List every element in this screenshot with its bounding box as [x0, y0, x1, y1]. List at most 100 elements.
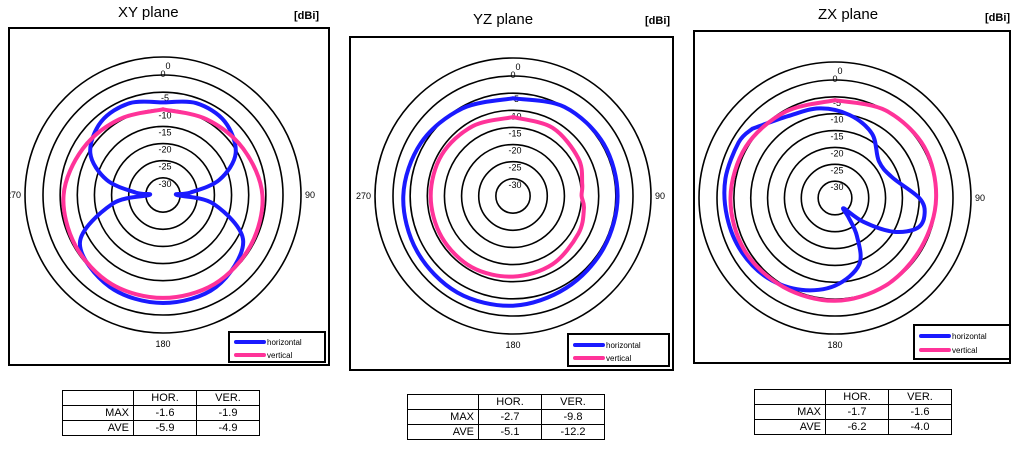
angle-label-0: 0	[165, 61, 170, 71]
radial-tick-label: -25	[158, 162, 171, 172]
angle-label-90: 90	[655, 191, 665, 201]
table-row-label-ave: AVE	[754, 419, 826, 435]
legend-label-horizontal: horizontal	[952, 331, 987, 341]
radial-tick-label: -5	[833, 98, 841, 108]
radial-tick-label: -25	[508, 163, 521, 173]
table-cell-hor-ave: -6.2	[825, 419, 889, 435]
radial-tick-label: -20	[158, 145, 171, 155]
polar-grid-ring	[392, 75, 634, 317]
angle-label-270: 270	[356, 191, 371, 201]
series-vertical	[428, 115, 586, 279]
stats-table-zx: HOR. VER. MAX -1.7 -1.6 AVE -6.2 -4.0	[754, 389, 952, 435]
table-row-label-max: MAX	[754, 404, 826, 420]
polar-outer-ring	[24, 56, 302, 334]
legend-swatch-vertical	[234, 353, 266, 357]
stats-table-yz: HOR. VER. MAX -2.7 -9.8 AVE -5.1 -12.2	[407, 394, 605, 440]
polar-outer-ring	[698, 61, 972, 335]
radial-tick-label: -20	[508, 146, 521, 156]
legend-yz: horizontal vertical	[567, 333, 670, 367]
polar-grid-ring	[817, 180, 853, 216]
radial-tick-label: -30	[830, 182, 843, 192]
polar-grid-ring	[477, 160, 549, 232]
table-cell-hor-max: -2.7	[478, 409, 542, 425]
polar-outer-ring	[374, 57, 652, 335]
table-header-hor: HOR.	[478, 394, 542, 410]
radial-tick-label: -15	[508, 128, 521, 138]
table-cell-hor-ave: -5.1	[478, 424, 542, 440]
polar-grid-ring	[495, 178, 531, 214]
polar-grid-ring	[93, 125, 233, 265]
radial-tick-label: -5	[161, 93, 169, 103]
angle-label-270: 270	[10, 190, 21, 200]
series-horizontal	[722, 106, 927, 293]
unit-label-zx: [dBi]	[985, 12, 1011, 24]
series-horizontal	[401, 96, 620, 308]
angle-label-90: 90	[975, 193, 985, 203]
radial-tick-label: -30	[158, 179, 171, 189]
radial-tick-label: -20	[830, 148, 843, 158]
radial-tick-label: -15	[158, 127, 171, 137]
angle-label-0: 0	[515, 62, 520, 72]
legend-label-horizontal: horizontal	[606, 340, 641, 350]
table-cell-ver-ave: -12.2	[541, 424, 605, 440]
legend-swatch-horizontal	[573, 343, 605, 347]
polar-grid-ring	[127, 159, 199, 231]
table-cell-ver-max: -9.8	[541, 409, 605, 425]
legend-swatch-vertical	[919, 348, 951, 352]
polar-grid-ring	[426, 109, 600, 283]
polar-grid-ring	[766, 129, 904, 267]
table-cell-ver-max: -1.9	[196, 405, 260, 421]
polar-grid-ring	[783, 146, 887, 250]
stats-table-xy: HOR. VER. MAX -1.6 -1.9 AVE -5.9 -4.9	[62, 390, 260, 436]
polar-grid-ring	[800, 163, 870, 233]
radial-tick-label: 0	[160, 69, 165, 79]
table-header-hor: HOR.	[825, 389, 889, 405]
angle-label-0: 0	[837, 66, 842, 76]
legend-swatch-horizontal	[919, 334, 951, 338]
table-header-ver: VER.	[888, 389, 952, 405]
legend-swatch-horizontal	[234, 340, 266, 344]
table-row-label-max: MAX	[407, 409, 479, 425]
table-row-label-max: MAX	[62, 405, 134, 421]
legend-label-vertical: vertical	[606, 353, 632, 363]
table-header-ver: VER.	[541, 394, 605, 410]
polar-grid-ring	[716, 79, 954, 317]
radial-tick-label: -10	[830, 115, 843, 125]
angle-label-180: 180	[827, 340, 842, 350]
angle-label-180: 180	[155, 339, 170, 349]
unit-label-yz: [dBi]	[645, 15, 671, 27]
table-row-label-ave: AVE	[407, 424, 479, 440]
table-corner	[754, 389, 826, 405]
series-vertical	[61, 107, 265, 300]
polar-grid-ring	[42, 74, 284, 316]
table-cell-ver-max: -1.6	[888, 404, 952, 420]
table-header-ver: VER.	[196, 390, 260, 406]
polar-svg: -30 -25 -20 -15 -10 -5 00 90 180 270	[10, 56, 315, 349]
radial-tick-label: -30	[508, 180, 521, 190]
radial-tick-label: -15	[830, 132, 843, 142]
legend-swatch-vertical	[573, 356, 605, 360]
polar-plot-yz: -30 -25 -20 -15 -10 -5 0 0 90 180 270 horizontal v…	[349, 36, 674, 371]
table-cell-ver-ave: -4.0	[888, 419, 952, 435]
legend-zx: horizontal vertical	[913, 324, 1011, 360]
chart-title-zx: ZX plane	[818, 6, 879, 23]
series-horizontal	[77, 99, 246, 305]
table-cell-hor-max: -1.7	[825, 404, 889, 420]
angle-label-180: 180	[505, 340, 520, 350]
table-header-hor: HOR.	[133, 390, 197, 406]
angle-label-90: 90	[305, 190, 315, 200]
polar-plot-xy: -30 -25 -20 -15 -10 -5 00 90 180 270 horizontal v…	[8, 27, 330, 366]
polar-grid-ring	[460, 143, 566, 249]
table-cell-hor-ave: -5.9	[133, 420, 197, 436]
radial-tick-label: -10	[158, 110, 171, 120]
legend-label-horizontal: horizontal	[267, 337, 302, 347]
legend-label-vertical: vertical	[267, 350, 293, 360]
chart-title-yz: YZ plane	[473, 11, 534, 28]
table-cell-ver-ave: -4.9	[196, 420, 260, 436]
unit-label-xy: [dBi]	[294, 10, 320, 22]
table-row-label-ave: AVE	[62, 420, 134, 436]
table-corner	[407, 394, 479, 410]
